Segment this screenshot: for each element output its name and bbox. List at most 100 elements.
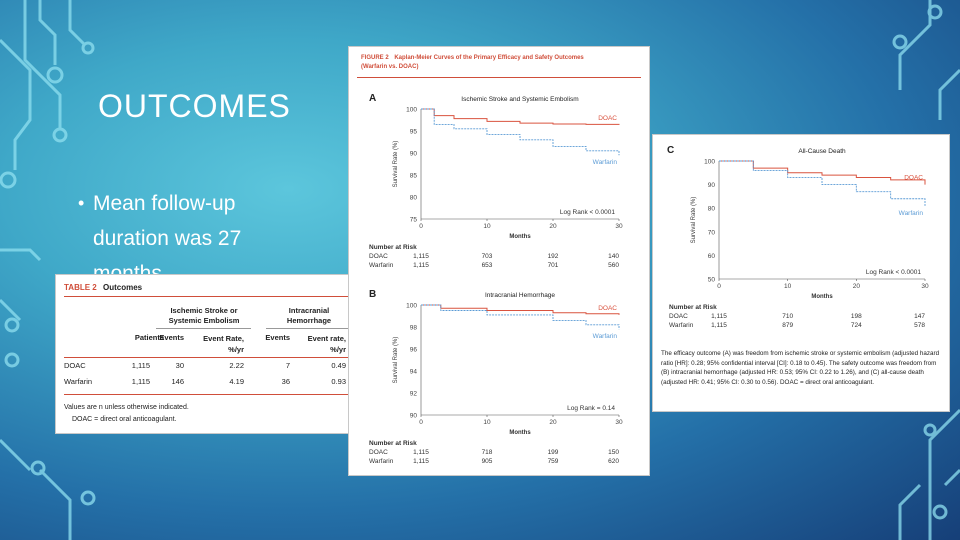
figure-caption-text: The efficacy outcome (A) was freedom fro…	[661, 350, 940, 386]
chart-title: Intracranial Hemorrhage	[485, 292, 555, 299]
figure-2-panel: FIGURE 2 Kaplan-Meier Curves of the Prim…	[348, 46, 650, 476]
risk-cell: 578	[914, 322, 925, 329]
y-tick-label: 100	[704, 159, 715, 166]
y-tick-label: 95	[410, 129, 418, 136]
risk-cell: 703	[482, 253, 493, 260]
bullet-dot-icon: •	[78, 193, 85, 213]
risk-table-title: Number at Risk	[669, 304, 717, 311]
risk-cell: 560	[608, 262, 619, 269]
table-2-caption: TABLE 2 Outcomes	[64, 283, 142, 292]
y-tick-label: 100	[406, 303, 417, 310]
cell: 30	[175, 361, 184, 370]
warfarin-series-label: Warfarin	[899, 210, 924, 217]
risk-cell: 718	[482, 449, 493, 456]
risk-cell: 199	[548, 449, 559, 456]
risk-cell: 1,115	[413, 449, 429, 456]
warfarin-curve	[421, 304, 620, 330]
risk-cell: 1,115	[413, 253, 429, 260]
x-tick-label: 0	[419, 419, 423, 426]
y-tick-label: 80	[708, 206, 716, 213]
x-axis-label: Months	[811, 294, 833, 300]
y-tick-label: 96	[410, 347, 418, 354]
y-tick-label: 80	[410, 195, 418, 202]
cell: 1,115	[131, 377, 150, 386]
risk-cell: 1,115	[413, 458, 429, 465]
table-2-label: TABLE 2	[64, 283, 97, 292]
panel-letter: C	[667, 145, 674, 156]
table-row: Warfarin 1,115 146 4.19 36 0.93	[64, 377, 350, 390]
risk-row-name: Warfarin	[369, 458, 394, 465]
chart-title: Ischemic Stroke and Systemic Embolism	[461, 96, 578, 103]
col-header-events: Events	[159, 333, 184, 342]
risk-row-name: Warfarin	[669, 322, 694, 329]
x-axis-label: Months	[509, 430, 531, 436]
chart-title: All-Cause Death	[798, 148, 846, 155]
risk-cell: 140	[608, 253, 619, 260]
panel-letter: B	[369, 289, 376, 300]
risk-cell: 620	[608, 458, 619, 465]
risk-cell: 724	[851, 322, 862, 329]
y-tick-label: 90	[410, 413, 418, 420]
y-tick-label: 75	[410, 217, 418, 224]
table-2-name: Outcomes	[102, 283, 143, 292]
col-header-event-rate-2: Event rate, %/yr	[307, 334, 346, 354]
y-axis-label: Survival Rate (%)	[393, 337, 399, 384]
figure-2-caption: FIGURE 2 Kaplan-Meier Curves of the Prim…	[361, 55, 641, 70]
figure-2-label: FIGURE 2	[361, 55, 389, 61]
risk-cell: 150	[608, 449, 619, 456]
cell: 4.19	[229, 377, 244, 386]
cell: 0.93	[331, 377, 346, 386]
risk-cell: 1,115	[711, 313, 727, 320]
y-tick-label: 70	[708, 229, 716, 236]
row-name: DOAC	[64, 361, 86, 370]
risk-table-title: Number at Risk	[369, 244, 417, 251]
col-header-patients: Patients	[134, 333, 164, 342]
x-tick-label: 20	[549, 419, 557, 426]
risk-cell: 192	[548, 253, 559, 260]
x-tick-label: 10	[784, 283, 792, 290]
y-tick-label: 100	[406, 107, 417, 114]
x-tick-label: 0	[419, 223, 423, 230]
y-tick-label: 90	[708, 182, 716, 189]
y-tick-label: 92	[410, 391, 418, 398]
risk-cell: 1,115	[413, 262, 429, 269]
figure-c-chart: C All-Cause Death 100 90 80 70 60 500 10 20 30 Mont…	[667, 145, 929, 329]
doac-series-label: DOAC	[598, 115, 617, 122]
risk-cell: 759	[548, 458, 559, 465]
col-header-events-2: Events	[265, 333, 290, 342]
doac-curve	[421, 108, 620, 125]
row-name: Warfarin	[64, 377, 93, 386]
y-tick-label: 94	[410, 369, 418, 376]
risk-cell: 653	[482, 262, 493, 269]
table-2-panel: TABLE 2 Outcomes Ischemic Stroke or Syst…	[55, 274, 357, 434]
group-header-hemorrhage: Intracranial Hemorrhage	[286, 306, 332, 325]
x-axis-label: Months	[509, 234, 531, 240]
figure-2-title: Kaplan-Meier Curves of the Primary Effic…	[394, 55, 584, 61]
y-axis-label: Survival Rate (%)	[691, 197, 697, 244]
risk-row-name: DOAC	[369, 449, 388, 456]
slide-title: OUTCOMES	[98, 88, 291, 124]
col-header-event-rate: Event Rate, %/yr	[203, 334, 244, 354]
x-tick-label: 30	[921, 283, 929, 290]
y-tick-label: 85	[410, 173, 418, 180]
x-tick-label: 30	[615, 223, 623, 230]
risk-cell: 905	[482, 458, 493, 465]
table-note: Values are n unless otherwise indicated.	[64, 404, 189, 411]
risk-table-title: Number at Risk	[369, 440, 417, 447]
warfarin-curve	[421, 108, 620, 156]
table-note-abbrev: DOAC = direct oral anticoagulant.	[72, 416, 177, 423]
warfarin-curve	[719, 160, 926, 206]
figure-2-charts: A Ischemic Stroke and Systemic Embolism 10…	[369, 93, 623, 465]
doac-curve	[421, 304, 620, 315]
risk-cell: 879	[782, 322, 793, 329]
y-tick-label: 98	[410, 325, 418, 332]
x-tick-label: 10	[483, 223, 491, 230]
risk-cell: 1,115	[711, 322, 727, 329]
figure-c-panel: C All-Cause Death 100 90 80 70 60 50 0 10 20 30 Mont…	[652, 134, 950, 412]
panel-letter: A	[369, 93, 376, 104]
doac-curve	[719, 160, 926, 185]
y-axis-label: Survival Rate (%)	[393, 141, 399, 188]
x-tick-label: 30	[615, 419, 623, 426]
y-tick-label: 50	[708, 277, 716, 284]
